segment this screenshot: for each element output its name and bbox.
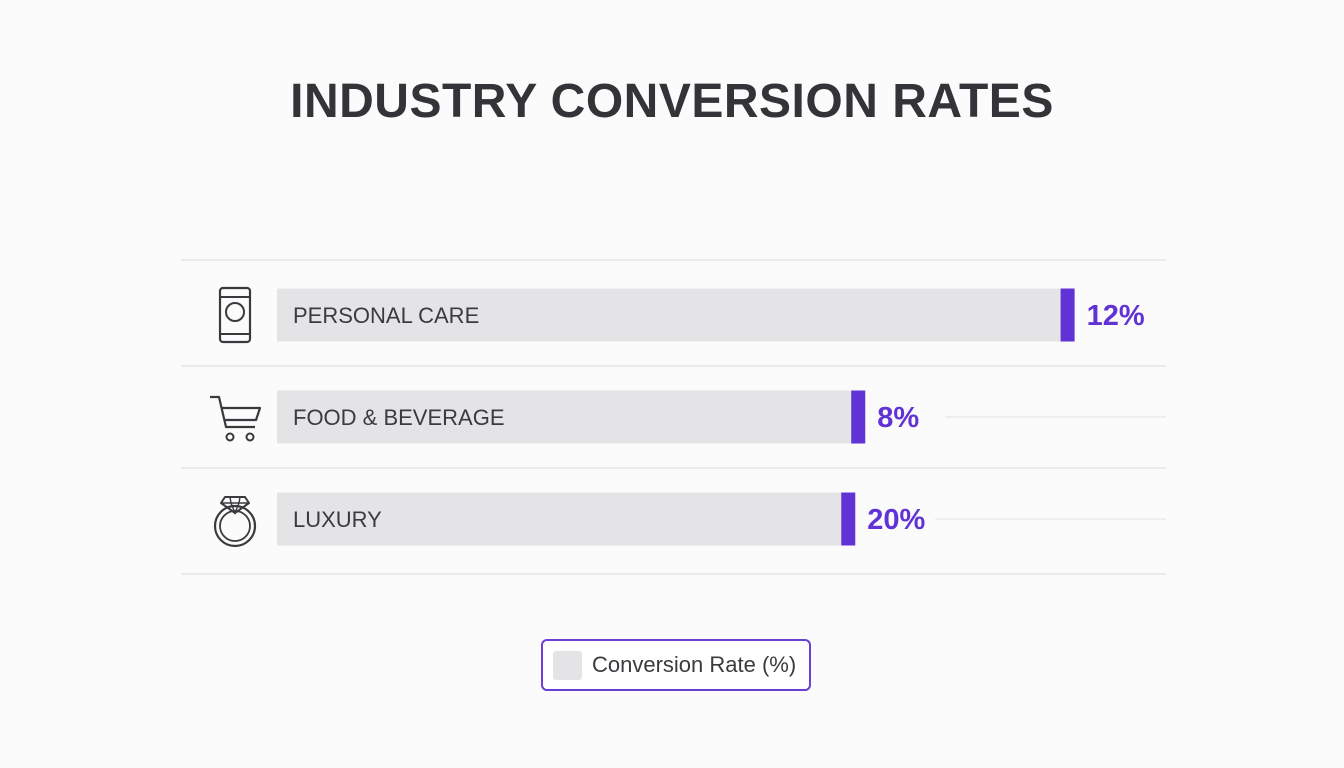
value-label: 20% — [867, 504, 925, 536]
diamond-ring-icon — [213, 496, 257, 548]
cup-icon — [218, 286, 252, 344]
bar-accent-cap — [841, 492, 856, 546]
bar-accent-cap — [1060, 288, 1075, 342]
value-label: 12% — [1087, 300, 1145, 332]
chart-legend[interactable]: Conversion Rate (%) — [541, 639, 811, 691]
bar[interactable] — [277, 492, 856, 546]
bar[interactable] — [277, 288, 1075, 342]
category-label: PERSONAL CARE — [293, 303, 479, 328]
value-label: 8% — [877, 402, 919, 434]
legend-swatch — [553, 650, 582, 680]
chart-title: INDUSTRY CONVERSION RATES — [290, 75, 1054, 128]
bar[interactable] — [277, 390, 866, 444]
category-label: LUXURY — [293, 507, 382, 532]
bar-accent-cap — [851, 390, 866, 444]
shopping-cart-icon — [210, 395, 262, 442]
legend-label: Conversion Rate (%) — [592, 652, 797, 677]
category-label: FOOD & BEVERAGE — [293, 405, 505, 430]
